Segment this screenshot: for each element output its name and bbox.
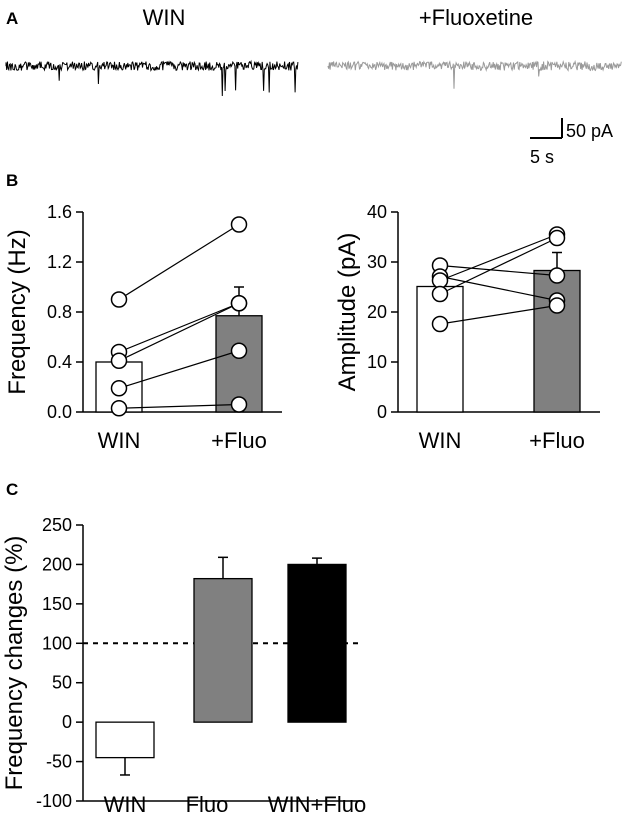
x-category-label: WIN (104, 792, 147, 817)
y-tick-label: 100 (42, 633, 72, 653)
bar-0 (95, 721, 155, 759)
data-point (110, 352, 128, 369)
paired-line (118, 302, 240, 353)
scale-bar-time-label: 5 s (530, 147, 554, 167)
y-tick-label: 50 (52, 673, 72, 693)
y-axis-label: Frequency (Hz) (4, 229, 31, 394)
current-trace-fluoxetine (327, 59, 622, 89)
y-tick-label: -50 (46, 752, 72, 772)
data-point (431, 285, 449, 303)
paired-line (439, 237, 558, 295)
data-point (548, 229, 566, 247)
y-tick-label: 150 (42, 594, 72, 614)
y-tick-label: 1.6 (47, 202, 72, 222)
y-axis-label: Frequency changes (%) (1, 536, 28, 791)
y-tick-label: 40 (367, 202, 387, 222)
y-tick-label: 0 (377, 402, 387, 422)
data-point (110, 380, 128, 397)
paired-line (439, 275, 558, 302)
y-tick-label: 30 (367, 252, 387, 272)
trace-title-win: WIN (143, 5, 186, 30)
y-tick-label: 1.2 (47, 252, 72, 272)
paired-line (118, 350, 240, 389)
y-tick-label: 0.0 (47, 402, 72, 422)
x-category-label: Fluo (186, 792, 229, 817)
y-tick-label: -100 (36, 791, 72, 811)
data-point (548, 267, 566, 284)
bar-1 (533, 269, 581, 413)
data-point (110, 400, 128, 417)
scale-bar-current-label: 50 pA (566, 121, 613, 141)
amplitude-chart: 0 10 20 30 40 WIN +Fluo Amplitude (pA) (334, 202, 600, 453)
trace-title-fluoxetine: +Fluoxetine (419, 5, 533, 30)
paired-line (439, 233, 558, 282)
paired-line (118, 403, 240, 409)
y-tick-label: 0.8 (47, 302, 72, 322)
x-category-label: WIN+Fluo (268, 792, 366, 817)
paired-line (118, 302, 240, 362)
y-tick-label: 0 (62, 712, 72, 732)
y-tick-label: 200 (42, 554, 72, 574)
x-category-label: WIN (419, 428, 462, 453)
x-category-label: +Fluo (529, 428, 585, 453)
paired-line (439, 264, 558, 277)
data-point (431, 315, 449, 333)
panel-c-label: C (6, 480, 18, 499)
paired-line (118, 223, 240, 301)
scale-bar: 50 pA 5 s (530, 118, 613, 167)
data-point (548, 297, 566, 314)
y-tick-label: 250 (42, 515, 72, 535)
current-trace-win (5, 59, 299, 97)
data-point (110, 291, 128, 308)
data-point (230, 396, 248, 413)
y-tick-label: 10 (367, 352, 387, 372)
bar-2 (287, 563, 347, 723)
data-point (230, 216, 248, 233)
data-point (230, 295, 248, 312)
paired-line (439, 304, 558, 325)
x-category-label: +Fluo (211, 428, 267, 453)
y-tick-label: 20 (367, 302, 387, 322)
panel-a-label: A (6, 9, 18, 28)
x-category-label: WIN (98, 428, 141, 453)
panel-b-label: B (6, 171, 18, 190)
frequency-changes-chart: -100 -50 0 50 100 150 200 250 WIN Fluo WIN+Fluo Fre… (1, 515, 366, 817)
y-tick-label: 0.4 (47, 352, 72, 372)
data-point (230, 342, 248, 359)
y-axis-label: Amplitude (pA) (334, 233, 361, 392)
bar-1 (193, 577, 253, 723)
bar-0 (416, 285, 464, 413)
frequency-chart: 0.0 0.4 0.8 1.2 1.6 WIN +Fluo Frequency (Hz) (4, 202, 282, 453)
